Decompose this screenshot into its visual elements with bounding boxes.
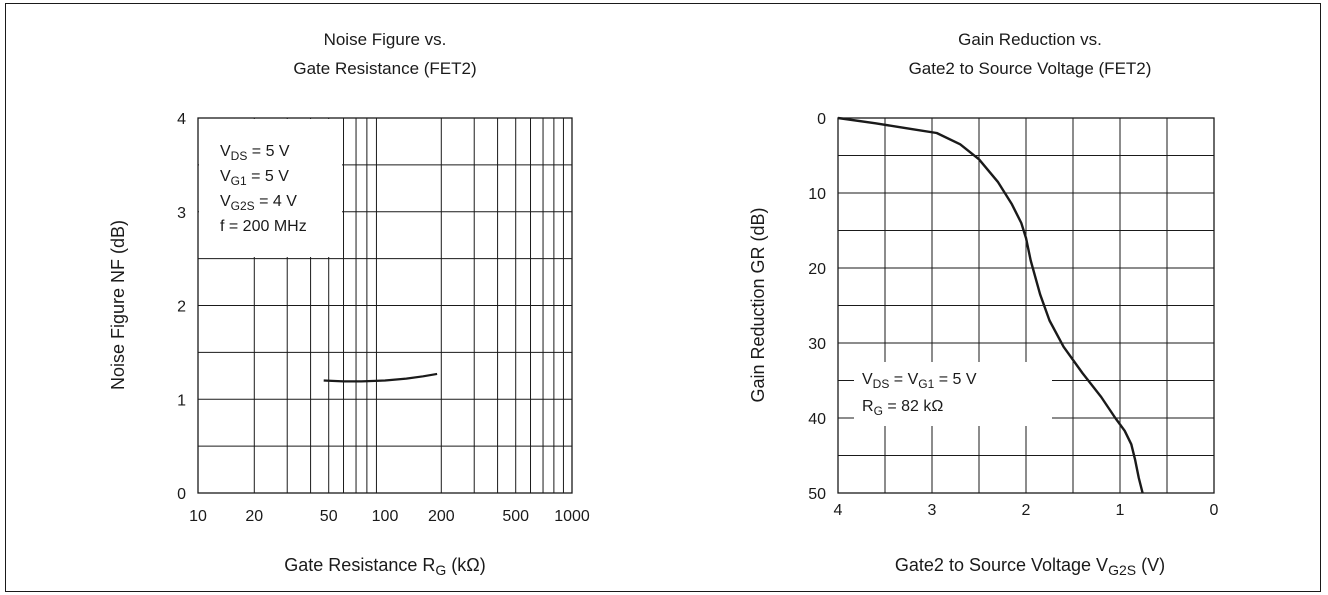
y-tick-label: 40 [808, 411, 826, 428]
chart-title-line-1: Gain Reduction vs. [958, 30, 1102, 49]
annotation-background [854, 362, 1052, 426]
y-tick-label: 50 [808, 486, 826, 503]
y-axis-label: Noise Figure NF (dB) [108, 220, 128, 390]
plot-frame [197, 117, 573, 494]
x-tick-label: 50 [320, 508, 338, 525]
y-axis-label: Gain Reduction GR (dB) [748, 207, 768, 402]
chart-title-line-1: Noise Figure vs. [324, 30, 447, 49]
y-tick-label: 2 [177, 299, 186, 316]
chart-title-line-2: Gate2 to Source Voltage (FET2) [909, 59, 1152, 78]
y-tick-label: 3 [177, 205, 186, 222]
chart-title-line-2: Gate Resistance (FET2) [293, 59, 476, 78]
gain-reduction-chart: Gain Reduction vs. Gate2 to Source Voltag… [748, 30, 1219, 578]
figure-frame [5, 3, 1321, 592]
x-tick-label: 3 [928, 502, 937, 519]
y-tick-label: 4 [177, 111, 186, 128]
x-tick-label: 2 [1022, 502, 1031, 519]
annotation-line: VG2S = 4 V [220, 193, 297, 213]
x-tick-label: 0 [1210, 502, 1219, 519]
noise-figure-curve [323, 372, 438, 383]
annotation-line: VDS = VG1 = 5 V [862, 371, 977, 391]
annotation-line: f = 200 MHz [220, 218, 307, 235]
x-tick-label: 10 [189, 508, 207, 525]
x-tick-label: 20 [245, 508, 263, 525]
y-tick-label: 0 [817, 111, 826, 128]
y-tick-label: 20 [808, 261, 826, 278]
plot-frame [837, 117, 1215, 494]
x-axis-label: Gate Resistance RG (kΩ) [284, 555, 485, 578]
x-tick-label: 1000 [554, 508, 590, 525]
x-tick-label: 100 [372, 508, 399, 525]
x-axis-label: Gate2 to Source Voltage VG2S (V) [895, 555, 1165, 578]
annotation-background [199, 119, 342, 257]
gain-reduction-curve [837, 116, 1144, 494]
annotation-line: VDS = 5 V [220, 143, 290, 163]
y-tick-label: 1 [177, 392, 186, 409]
annotation-line: RG = 82 kΩ [862, 398, 943, 418]
x-tick-label: 200 [428, 508, 455, 525]
y-tick-label: 0 [177, 486, 186, 503]
noise-figure-chart: Noise Figure vs.Gate Resistance (FET2)01… [108, 30, 590, 578]
y-tick-label: 10 [808, 186, 826, 203]
x-tick-label: 4 [834, 502, 843, 519]
x-tick-label: 1 [1116, 502, 1125, 519]
x-tick-label: 500 [502, 508, 529, 525]
annotation-line: VG1 = 5 V [220, 168, 289, 188]
y-tick-label: 30 [808, 336, 826, 353]
